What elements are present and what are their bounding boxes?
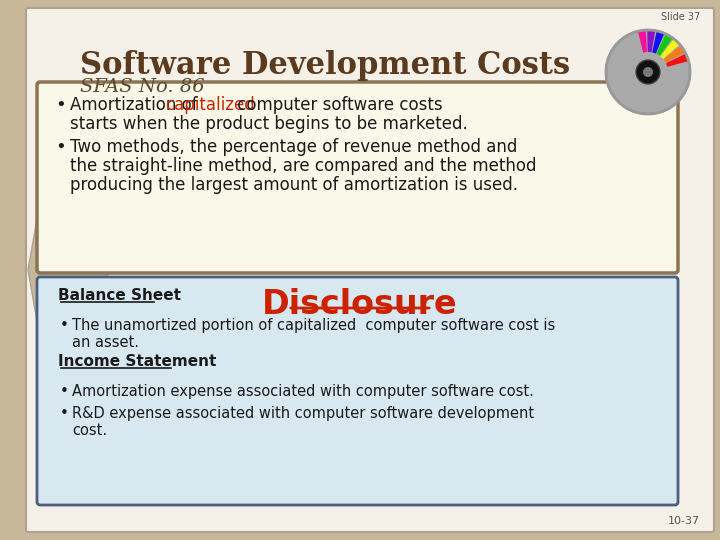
Text: Amortization expense associated with computer software cost.: Amortization expense associated with com… <box>72 384 534 399</box>
Text: •: • <box>55 96 66 114</box>
Text: Slide 37: Slide 37 <box>661 12 700 22</box>
Text: The unamortized portion of capitalized  computer software cost is: The unamortized portion of capitalized c… <box>72 318 555 333</box>
Wedge shape <box>660 39 680 59</box>
Text: Disclosure: Disclosure <box>262 288 458 321</box>
Text: Two methods, the percentage of revenue method and: Two methods, the percentage of revenue m… <box>70 138 518 156</box>
Text: capitalized: capitalized <box>165 96 255 114</box>
Wedge shape <box>647 30 655 52</box>
Wedge shape <box>638 30 647 52</box>
Text: 10-37: 10-37 <box>668 516 700 526</box>
Text: Balance Sheet: Balance Sheet <box>58 288 181 303</box>
Text: an asset.: an asset. <box>72 335 139 350</box>
Text: computer software costs: computer software costs <box>232 96 442 114</box>
Text: Amortization of: Amortization of <box>70 96 203 114</box>
Circle shape <box>643 67 653 77</box>
Circle shape <box>636 60 660 84</box>
Text: Income Statement: Income Statement <box>58 354 217 369</box>
Text: SFAS No. 86: SFAS No. 86 <box>80 78 204 96</box>
Wedge shape <box>28 191 108 349</box>
Text: •: • <box>60 406 69 421</box>
Wedge shape <box>657 34 672 56</box>
Text: starts when the product begins to be marketed.: starts when the product begins to be mar… <box>70 115 468 133</box>
Text: producing the largest amount of amortization is used.: producing the largest amount of amortiza… <box>70 176 518 194</box>
FancyBboxPatch shape <box>26 8 714 532</box>
FancyBboxPatch shape <box>37 82 678 273</box>
Wedge shape <box>652 31 665 53</box>
Text: R&D expense associated with computer software development: R&D expense associated with computer sof… <box>72 406 534 421</box>
Text: cost.: cost. <box>72 423 107 438</box>
FancyBboxPatch shape <box>37 277 678 505</box>
Wedge shape <box>664 45 685 63</box>
Text: the straight-line method, are compared and the method: the straight-line method, are compared a… <box>70 157 536 175</box>
Text: Software Development Costs: Software Development Costs <box>80 50 570 81</box>
Text: •: • <box>60 318 69 333</box>
Text: •: • <box>60 384 69 399</box>
Circle shape <box>606 30 690 114</box>
Text: •: • <box>55 138 66 156</box>
Wedge shape <box>666 53 688 67</box>
